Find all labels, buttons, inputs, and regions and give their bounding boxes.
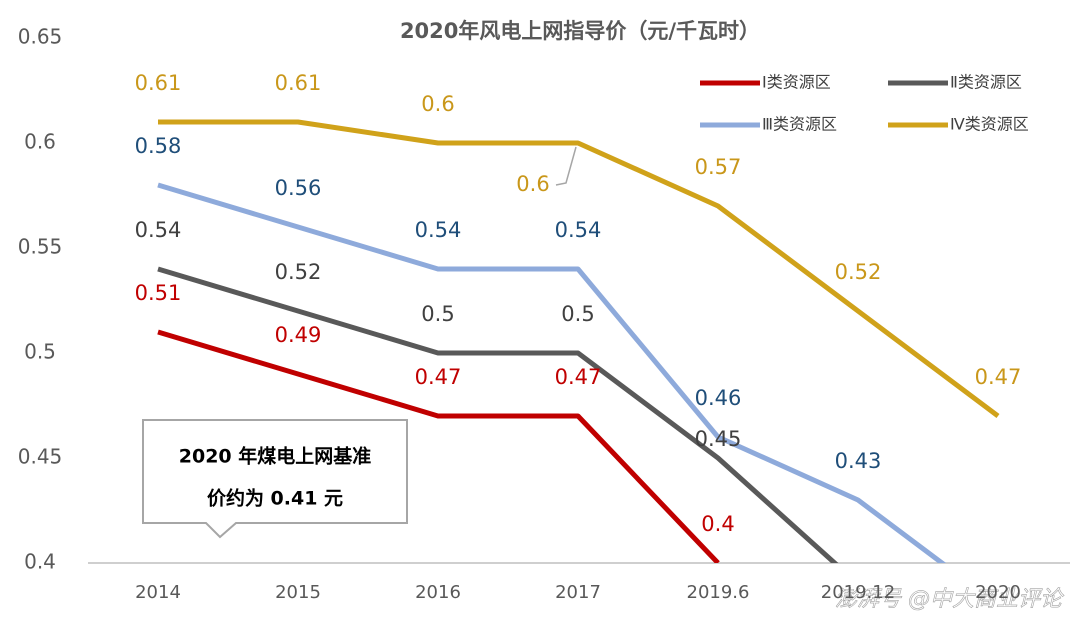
legend-label: Ⅲ类资源区 <box>762 115 837 134</box>
data-label: 0.5 <box>421 302 454 326</box>
annotation-box <box>142 419 408 539</box>
x-tick-label: 2016 <box>415 582 461 603</box>
series-line <box>157 329 720 563</box>
data-label: 0.54 <box>135 218 182 242</box>
x-tick-label: 2019.6 <box>687 582 750 603</box>
legend-label: Ⅰ类资源区 <box>762 73 831 92</box>
y-tick-label: 0.45 <box>18 445 63 469</box>
data-label: 0.47 <box>975 365 1022 389</box>
data-label: 0.56 <box>275 176 322 200</box>
annotation: 2020 年煤电上网基准 <box>179 445 372 468</box>
data-label: 0.45 <box>695 427 742 451</box>
data-label: 0.43 <box>835 449 882 473</box>
y-tick-label: 0.6 <box>24 130 56 154</box>
data-label: 0.52 <box>275 260 322 284</box>
data-label: 0.51 <box>135 281 182 305</box>
y-tick-label: 0.5 <box>24 340 56 364</box>
x-tick-label: 2014 <box>135 582 181 603</box>
data-label: 0.54 <box>555 218 602 242</box>
x-tick-label: 2017 <box>555 582 601 603</box>
data-label: 0.57 <box>695 155 742 179</box>
annotation: 价约为 0.41 元 <box>207 487 343 510</box>
data-label: 0.4 <box>701 512 734 536</box>
series-line <box>158 119 1000 418</box>
data-label: 0.6 <box>516 172 549 196</box>
watermark: 澎湃号 @中大商业评论 <box>835 587 1065 612</box>
x-tick-label: 2015 <box>275 582 321 603</box>
data-label: 0.47 <box>415 365 462 389</box>
data-label: 0.52 <box>835 260 882 284</box>
data-label: 0.5 <box>561 302 594 326</box>
data-label: 0.58 <box>135 134 182 158</box>
plot-area <box>157 119 1000 563</box>
data-label: 0.61 <box>135 71 182 95</box>
legend-label: Ⅱ类资源区 <box>950 73 1022 92</box>
data-label: 0.46 <box>695 386 742 410</box>
legend-label: Ⅳ类资源区 <box>950 115 1029 134</box>
y-tick-label: 0.65 <box>18 25 63 49</box>
data-label: 0.49 <box>275 323 322 347</box>
data-label: 0.6 <box>421 92 454 116</box>
data-label: 0.61 <box>275 71 322 95</box>
leader-line <box>555 146 577 186</box>
data-label: 0.54 <box>415 218 462 242</box>
chart-title: 2020年风电上网指导价（元/千瓦时） <box>400 19 760 43</box>
series-line <box>157 266 839 563</box>
x-tick-label: 2019.12 <box>821 582 895 603</box>
y-tick-label: 0.4 <box>24 550 56 574</box>
data-label: 0.47 <box>555 365 602 389</box>
series-line <box>157 182 947 563</box>
y-tick-label: 0.55 <box>18 235 63 259</box>
x-tick-label: 2020 <box>975 582 1021 603</box>
